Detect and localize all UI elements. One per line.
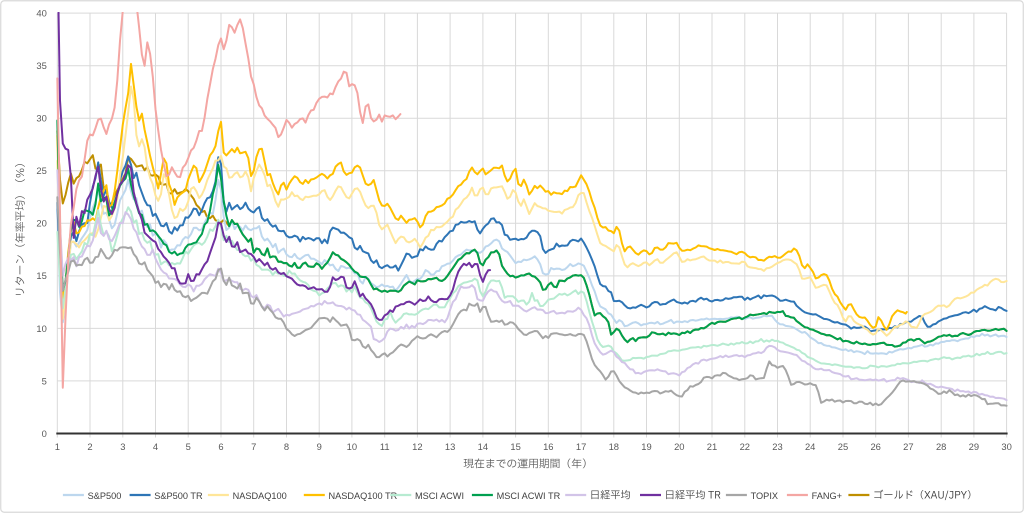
svg-text:MSCI ACWI TR: MSCI ACWI TR (497, 491, 561, 501)
svg-text:23: 23 (772, 441, 782, 452)
svg-text:9: 9 (317, 441, 322, 452)
svg-text:17: 17 (576, 441, 586, 452)
svg-text:16: 16 (543, 441, 553, 452)
svg-text:25: 25 (838, 441, 848, 452)
svg-text:40: 40 (36, 8, 46, 19)
svg-text:5: 5 (42, 375, 47, 386)
svg-text:TOPIX: TOPIX (751, 491, 778, 501)
svg-text:13: 13 (445, 441, 455, 452)
svg-text:27: 27 (903, 441, 913, 452)
svg-text:14: 14 (478, 441, 488, 452)
svg-text:8: 8 (284, 441, 289, 452)
svg-text:FANG+: FANG+ (812, 491, 842, 501)
svg-text:MSCI ACWI: MSCI ACWI (415, 491, 464, 501)
svg-text:10: 10 (347, 441, 357, 452)
svg-text:10: 10 (36, 323, 46, 334)
svg-text:30: 30 (1001, 441, 1011, 452)
svg-text:S&P500: S&P500 (88, 491, 122, 501)
svg-text:S&P500 TR: S&P500 TR (154, 491, 203, 501)
svg-text:19: 19 (641, 441, 651, 452)
svg-text:20: 20 (36, 218, 46, 229)
svg-text:6: 6 (218, 441, 223, 452)
svg-text:18: 18 (609, 441, 619, 452)
svg-text:22: 22 (740, 441, 750, 452)
svg-text:12: 12 (412, 441, 422, 452)
svg-text:4: 4 (153, 441, 158, 452)
svg-text:NASDAQ100: NASDAQ100 (233, 491, 287, 501)
svg-text:21: 21 (707, 441, 717, 452)
svg-text:11: 11 (380, 441, 390, 452)
svg-text:28: 28 (936, 441, 946, 452)
svg-text:30: 30 (36, 113, 46, 124)
svg-text:26: 26 (870, 441, 880, 452)
svg-text:25: 25 (36, 165, 46, 176)
svg-text:2: 2 (87, 441, 92, 452)
svg-text:5: 5 (186, 441, 191, 452)
svg-text:1: 1 (55, 441, 60, 452)
svg-text:29: 29 (969, 441, 979, 452)
svg-text:7: 7 (251, 441, 256, 452)
svg-text:20: 20 (674, 441, 684, 452)
svg-text:24: 24 (805, 441, 815, 452)
svg-text:NASDAQ100 TR: NASDAQ100 TR (329, 491, 398, 501)
svg-text:15: 15 (36, 270, 46, 281)
svg-text:3: 3 (120, 441, 125, 452)
svg-text:0: 0 (42, 428, 47, 439)
svg-text:35: 35 (36, 60, 46, 71)
svg-text:15: 15 (510, 441, 520, 452)
